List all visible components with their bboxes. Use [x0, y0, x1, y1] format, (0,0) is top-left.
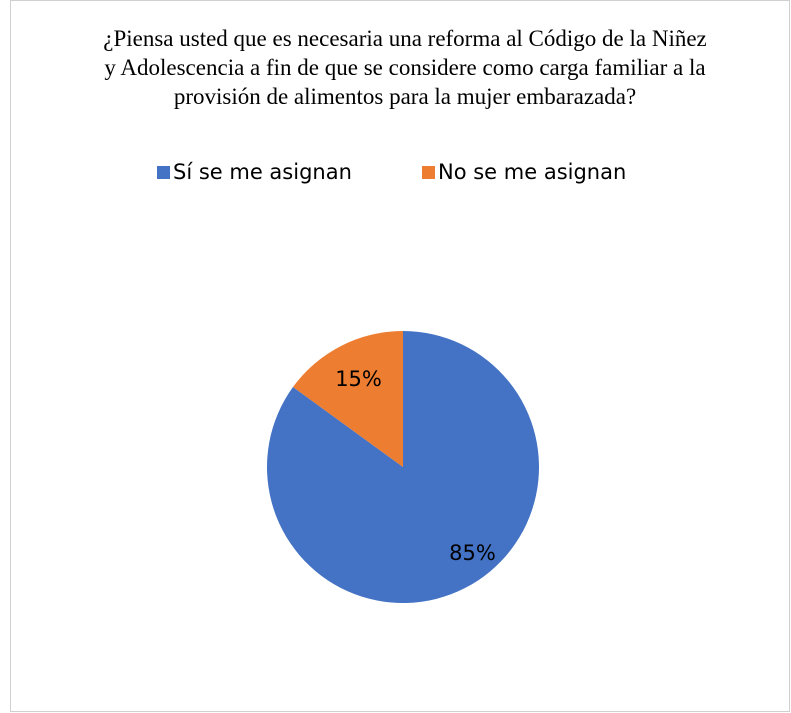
pie-slice — [292, 331, 403, 467]
chart-border — [10, 0, 790, 712]
legend-label: No se me asignan — [438, 160, 626, 184]
chart-title: ¿Piensa usted que es necesaria una refor… — [103, 26, 707, 109]
legend-swatch — [422, 166, 435, 179]
legend-label: Sí se me asignan — [173, 160, 352, 184]
data-label: 85% — [449, 541, 496, 565]
legend-swatch — [157, 166, 170, 179]
data-label: 15% — [335, 367, 382, 391]
